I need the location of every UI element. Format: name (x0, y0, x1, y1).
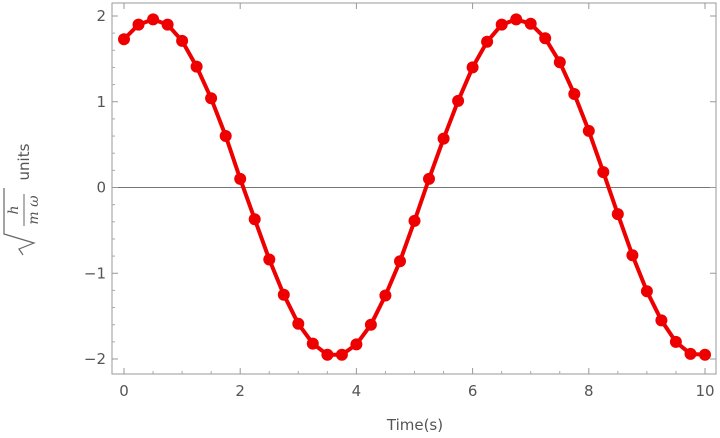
data-point (626, 249, 639, 262)
y-axis-title: h m ω units (3, 143, 42, 256)
data-point (408, 214, 421, 227)
data-point (394, 255, 406, 268)
data-point (321, 348, 334, 361)
data-point (684, 347, 697, 360)
plot-frame (111, 2, 717, 375)
data-point (161, 18, 174, 31)
series-layer (118, 13, 711, 361)
y-axis-radical (3, 188, 36, 256)
data-point (640, 285, 653, 298)
data-point (466, 61, 479, 74)
data-point (568, 88, 581, 100)
data-point (539, 32, 552, 45)
data-point (437, 132, 450, 145)
x-axis-title: Time(s) (386, 416, 443, 434)
y-tick-label: −1 (84, 264, 106, 282)
x-tick-label: 4 (352, 382, 362, 400)
x-tick-label: 8 (584, 382, 594, 400)
data-point (553, 56, 566, 69)
data-point (248, 213, 261, 226)
data-point (699, 348, 711, 361)
axis-ticks: 0 2 4 6 8 10 −2 −1 0 1 2 (84, 3, 716, 400)
data-point (655, 314, 668, 327)
data-point (364, 318, 377, 331)
data-point (452, 94, 465, 107)
data-point (597, 166, 610, 179)
data-point (495, 18, 508, 31)
data-point (669, 335, 682, 348)
data-point (481, 35, 494, 48)
x-tick-label: 10 (695, 382, 714, 400)
data-point (147, 13, 160, 26)
data-point (205, 92, 218, 105)
data-point (611, 208, 624, 221)
x-tick-label: 0 (119, 382, 129, 400)
y-tick-label: 2 (96, 7, 106, 25)
x-tick-label: 6 (468, 382, 478, 400)
data-point (423, 172, 435, 185)
data-point (219, 130, 232, 142)
data-point (190, 60, 203, 73)
data-point (306, 337, 319, 350)
data-point (510, 13, 523, 26)
y-axis-unit: units (15, 143, 33, 180)
y-tick-label: −2 (84, 350, 106, 368)
data-point (335, 348, 348, 361)
data-point (582, 124, 595, 137)
x-tick-label: 2 (235, 382, 245, 400)
data-point (263, 253, 276, 266)
y-tick-label: 1 (96, 93, 106, 111)
data-point (176, 34, 189, 47)
data-point (277, 288, 290, 301)
data-point (234, 172, 247, 185)
data-point (118, 33, 130, 46)
data-point (379, 289, 392, 302)
data-point (524, 17, 537, 30)
data-point (350, 338, 363, 351)
y-axis-denominator: m ω (26, 195, 42, 225)
y-tick-label: 0 (96, 179, 106, 197)
data-point (132, 18, 145, 31)
y-axis-numerator: h (6, 205, 22, 214)
data-point (292, 317, 305, 330)
